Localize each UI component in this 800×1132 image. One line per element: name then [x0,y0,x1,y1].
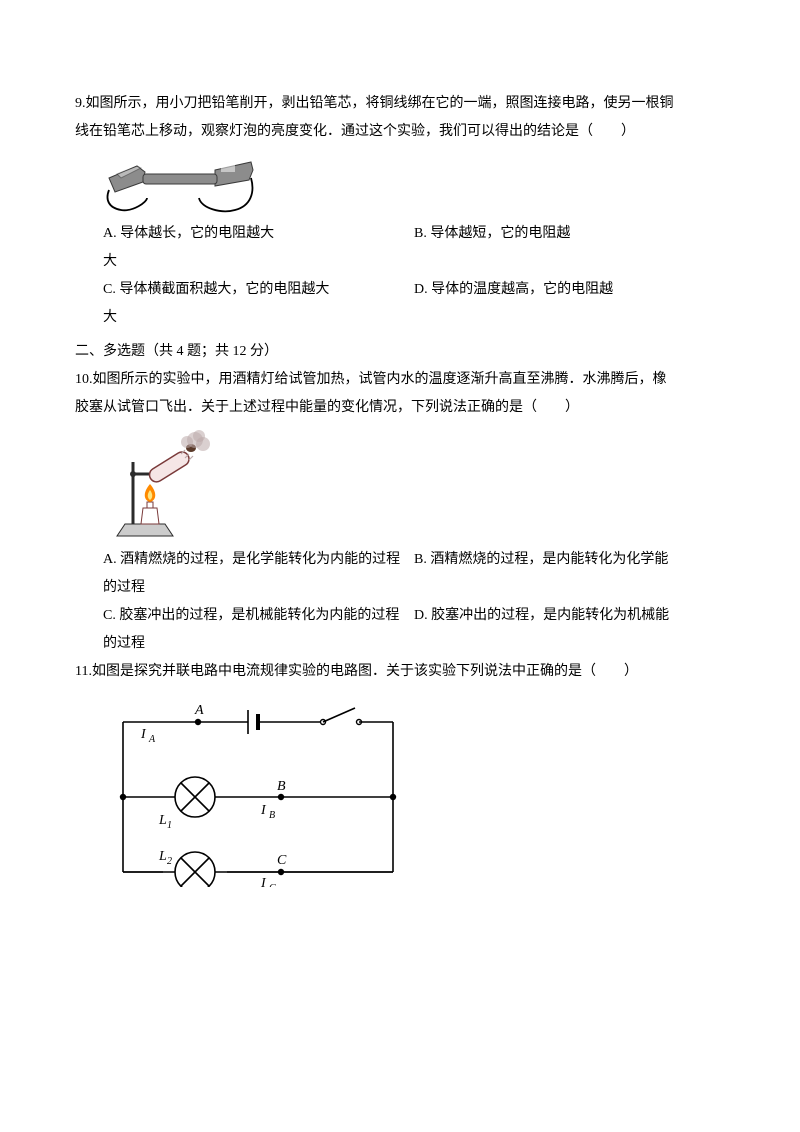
q9-option-b: B. 导体越短，它的电阻越 [414,220,725,248]
q9-figure [103,152,725,214]
q9-stem-line1: 如图所示，用小刀把铅笔削开，剥出铅笔芯，将铜线绑在它的一端，照图连接电路，使另一… [86,96,674,111]
q10-number: 10. [75,372,93,387]
svg-text:L: L [158,849,167,864]
q9-option-c: C. 导体横截面积越大，它的电阻越大 [103,276,414,304]
q9-options-row1: A. 导体越长，它的电阻越大 B. 导体越短，它的电阻越 [75,220,725,248]
svg-text:B: B [269,810,275,821]
q10-option-a: A. 酒精燃烧的过程，是化学能转化为内能的过程 [103,546,414,574]
q10-option-c: C. 胶塞冲出的过程，是机械能转化为内能的过程 [103,602,414,630]
q11-number: 11. [75,664,92,679]
svg-text:B: B [277,779,286,794]
svg-text:A: A [194,703,204,718]
page: 9.如图所示，用小刀把铅笔削开，剥出铅笔芯，将铜线绑在它的一端，照图连接电路，使… [0,0,800,933]
q10-option-b-cont: 的过程 [75,574,725,602]
svg-text:1: 1 [167,820,172,831]
q9-option-b-cont: 大 [75,248,725,276]
q9-stem-line2: 线在铅笔芯上移动，观察灯泡的亮度变化．通过这个实验，我们可以得出的结论是（ ） [75,118,725,146]
section-2-title: 二、多选题（共 4 题；共 12 分） [75,338,725,366]
svg-text:C: C [277,853,287,868]
question-10: 10.如图所示的实验中，用酒精灯给试管加热，试管内水的温度逐渐升高直至沸腾．水沸… [75,366,725,658]
svg-text:A: A [148,734,156,745]
q10-option-b: B. 酒精燃烧的过程，是内能转化为化学能 [414,546,725,574]
q10-figure [103,428,725,540]
q10-stem-line2: 胶塞从试管口飞出．关于上述过程中能量的变化情况，下列说法正确的是（ ） [75,394,725,422]
question-9: 9.如图所示，用小刀把铅笔削开，剥出铅笔芯，将铜线绑在它的一端，照图连接电路，使… [75,90,725,332]
q10-option-d: D. 胶塞冲出的过程，是内能转化为机械能 [414,602,725,630]
q11-stem: 如图是探究并联电路中电流规律实验的电路图．关于该实验下列说法中正确的是（ ） [92,664,638,679]
svg-text:2: 2 [167,856,172,867]
question-11: 11.如图是探究并联电路中电流规律实验的电路图．关于该实验下列说法中正确的是（ … [75,658,725,887]
q10-options-row2: C. 胶塞冲出的过程，是机械能转化为内能的过程 D. 胶塞冲出的过程，是内能转化… [75,602,725,630]
q9-options-row2: C. 导体横截面积越大，它的电阻越大 D. 导体的温度越高，它的电阻越 [75,276,725,304]
q11-figure: A IA B IB C IC L1 L2 [103,692,725,887]
q9-option-d-cont: 大 [75,304,725,332]
q10-option-d-cont: 的过程 [75,630,725,658]
q10-stem-line1: 如图所示的实验中，用酒精灯给试管加热，试管内水的温度逐渐升高直至沸腾．水沸腾后，… [93,372,667,387]
q9-number: 9. [75,96,86,111]
q10-options-row1: A. 酒精燃烧的过程，是化学能转化为内能的过程 B. 酒精燃烧的过程，是内能转化… [75,546,725,574]
q9-option-a: A. 导体越长，它的电阻越大 [103,220,414,248]
q9-option-d: D. 导体的温度越高，它的电阻越 [414,276,725,304]
svg-text:L: L [158,813,167,828]
svg-text:C: C [269,883,276,887]
